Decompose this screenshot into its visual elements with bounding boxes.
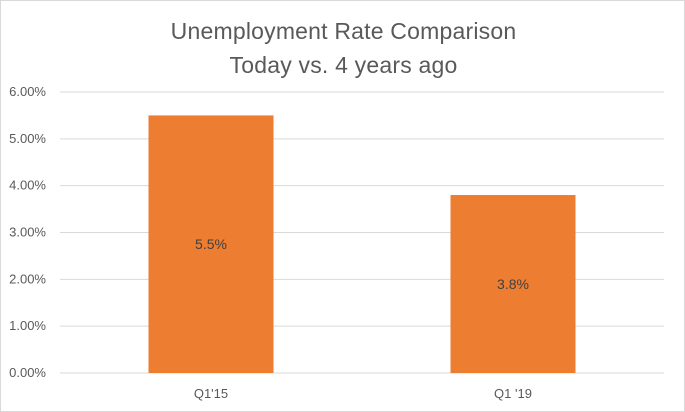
chart-subtitle: Today vs. 4 years ago (229, 52, 458, 78)
y-tick-label: 5.00% (9, 131, 46, 146)
y-tick-label: 1.00% (9, 318, 46, 333)
bar (450, 195, 576, 373)
y-tick-label: 4.00% (9, 178, 46, 193)
x-tick-label: Q1'15 (194, 386, 228, 401)
data-label: 5.5% (195, 236, 227, 252)
y-tick-label: 2.00% (9, 271, 46, 286)
data-label: 3.8% (497, 276, 529, 292)
chart-title: Unemployment Rate Comparison (170, 18, 517, 44)
y-tick-label: 6.00% (9, 84, 46, 99)
bar (148, 115, 274, 374)
y-tick-label: 0.00% (9, 365, 46, 380)
x-tick-label: Q1 '19 (494, 386, 532, 401)
y-tick-label: 3.00% (9, 225, 46, 240)
